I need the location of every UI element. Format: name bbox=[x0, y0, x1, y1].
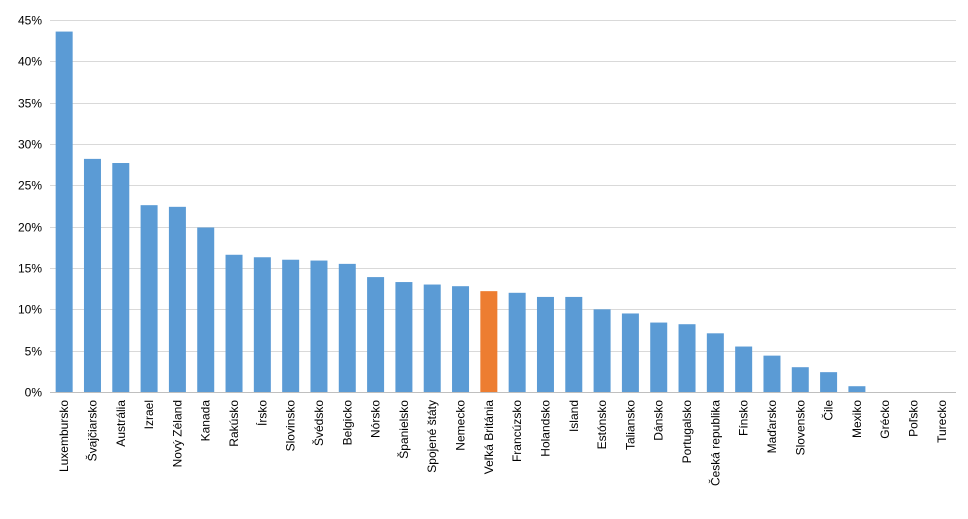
y-axis-ticks: 0% 5% 10% 15% 20% 25% 30% 35% 40% 45% bbox=[18, 14, 42, 400]
y-tick-label: 35% bbox=[18, 97, 42, 111]
x-category-label: Fínsko bbox=[737, 400, 751, 436]
y-tick-label: 45% bbox=[18, 14, 42, 28]
bar bbox=[565, 296, 583, 392]
y-tick-label: 40% bbox=[18, 55, 42, 69]
x-category-label: Maďarsko bbox=[765, 400, 779, 454]
x-category-label: Veľká Británia bbox=[482, 400, 496, 475]
y-tick-label: 25% bbox=[18, 179, 42, 193]
x-category-label: Izrael bbox=[142, 400, 156, 429]
x-category-label: Švédsko bbox=[311, 400, 326, 446]
bars bbox=[55, 31, 866, 392]
bar bbox=[763, 355, 781, 392]
x-category-label: Luxembursko bbox=[57, 400, 71, 472]
x-category-label: Nemecko bbox=[454, 400, 468, 451]
bar bbox=[310, 260, 328, 392]
bar bbox=[735, 346, 753, 392]
bar bbox=[338, 263, 356, 392]
bar bbox=[706, 333, 724, 392]
bar bbox=[791, 367, 809, 392]
bar bbox=[593, 309, 611, 392]
x-category-label: Nový Zéland bbox=[170, 400, 184, 467]
bar bbox=[282, 259, 300, 392]
x-category-label: Mexiko bbox=[850, 400, 864, 438]
x-category-label: Čile bbox=[821, 400, 836, 421]
bar bbox=[848, 386, 866, 392]
x-category-label: Grécko bbox=[878, 400, 892, 439]
x-category-label: Rakúsko bbox=[227, 400, 241, 447]
bar bbox=[197, 227, 215, 392]
x-category-label: Dánsko bbox=[652, 400, 666, 441]
x-category-label: Estónsko bbox=[595, 400, 609, 450]
x-category-label: Holandsko bbox=[538, 400, 552, 457]
bar bbox=[253, 257, 271, 392]
x-category-label: Belgicko bbox=[340, 400, 354, 446]
x-category-label: Nórsko bbox=[369, 400, 383, 438]
x-category-label: Taliansko bbox=[623, 400, 637, 450]
bar bbox=[140, 205, 158, 392]
x-category-label: Slovinsko bbox=[284, 400, 298, 452]
y-tick-label: 10% bbox=[18, 303, 42, 317]
x-category-label: Kanada bbox=[199, 400, 213, 442]
bar bbox=[225, 254, 243, 392]
x-category-label: Česká republika bbox=[707, 400, 722, 486]
bar bbox=[508, 292, 526, 392]
y-tick-label: 20% bbox=[18, 221, 42, 235]
y-tick-label: 5% bbox=[25, 345, 43, 359]
x-category-label: Poľsko bbox=[907, 400, 921, 437]
bar bbox=[55, 31, 73, 392]
bar bbox=[168, 206, 186, 392]
bar bbox=[650, 322, 668, 392]
x-category-label: Portugalsko bbox=[680, 400, 694, 464]
bar bbox=[480, 291, 498, 392]
bar bbox=[536, 296, 554, 392]
x-axis-labels: Luxembursko Švajčiarsko Austrália Izrael Nov… bbox=[57, 400, 949, 486]
bar bbox=[820, 372, 838, 392]
y-tick-label: 30% bbox=[18, 138, 42, 152]
bar bbox=[367, 277, 385, 392]
x-category-label: Turecko bbox=[935, 400, 949, 443]
x-category-label: Švajčiarsko bbox=[84, 400, 99, 462]
bar bbox=[452, 286, 470, 392]
y-tick-label: 0% bbox=[25, 386, 43, 400]
bar bbox=[112, 163, 130, 392]
x-category-label: Slovensko bbox=[793, 400, 807, 456]
x-category-label: Francúzsko bbox=[510, 400, 524, 462]
bar bbox=[621, 313, 639, 392]
bar bbox=[395, 282, 413, 392]
x-category-label: Spojené štáty bbox=[425, 400, 439, 473]
bar bbox=[83, 158, 101, 392]
x-category-label: Austrália bbox=[114, 400, 128, 447]
y-tick-label: 15% bbox=[18, 262, 42, 276]
x-category-label: Írsko bbox=[254, 400, 269, 426]
bar bbox=[423, 284, 441, 392]
x-category-label: Island bbox=[567, 400, 581, 432]
bar bbox=[678, 324, 696, 392]
x-category-label: Španielsko bbox=[396, 400, 411, 459]
